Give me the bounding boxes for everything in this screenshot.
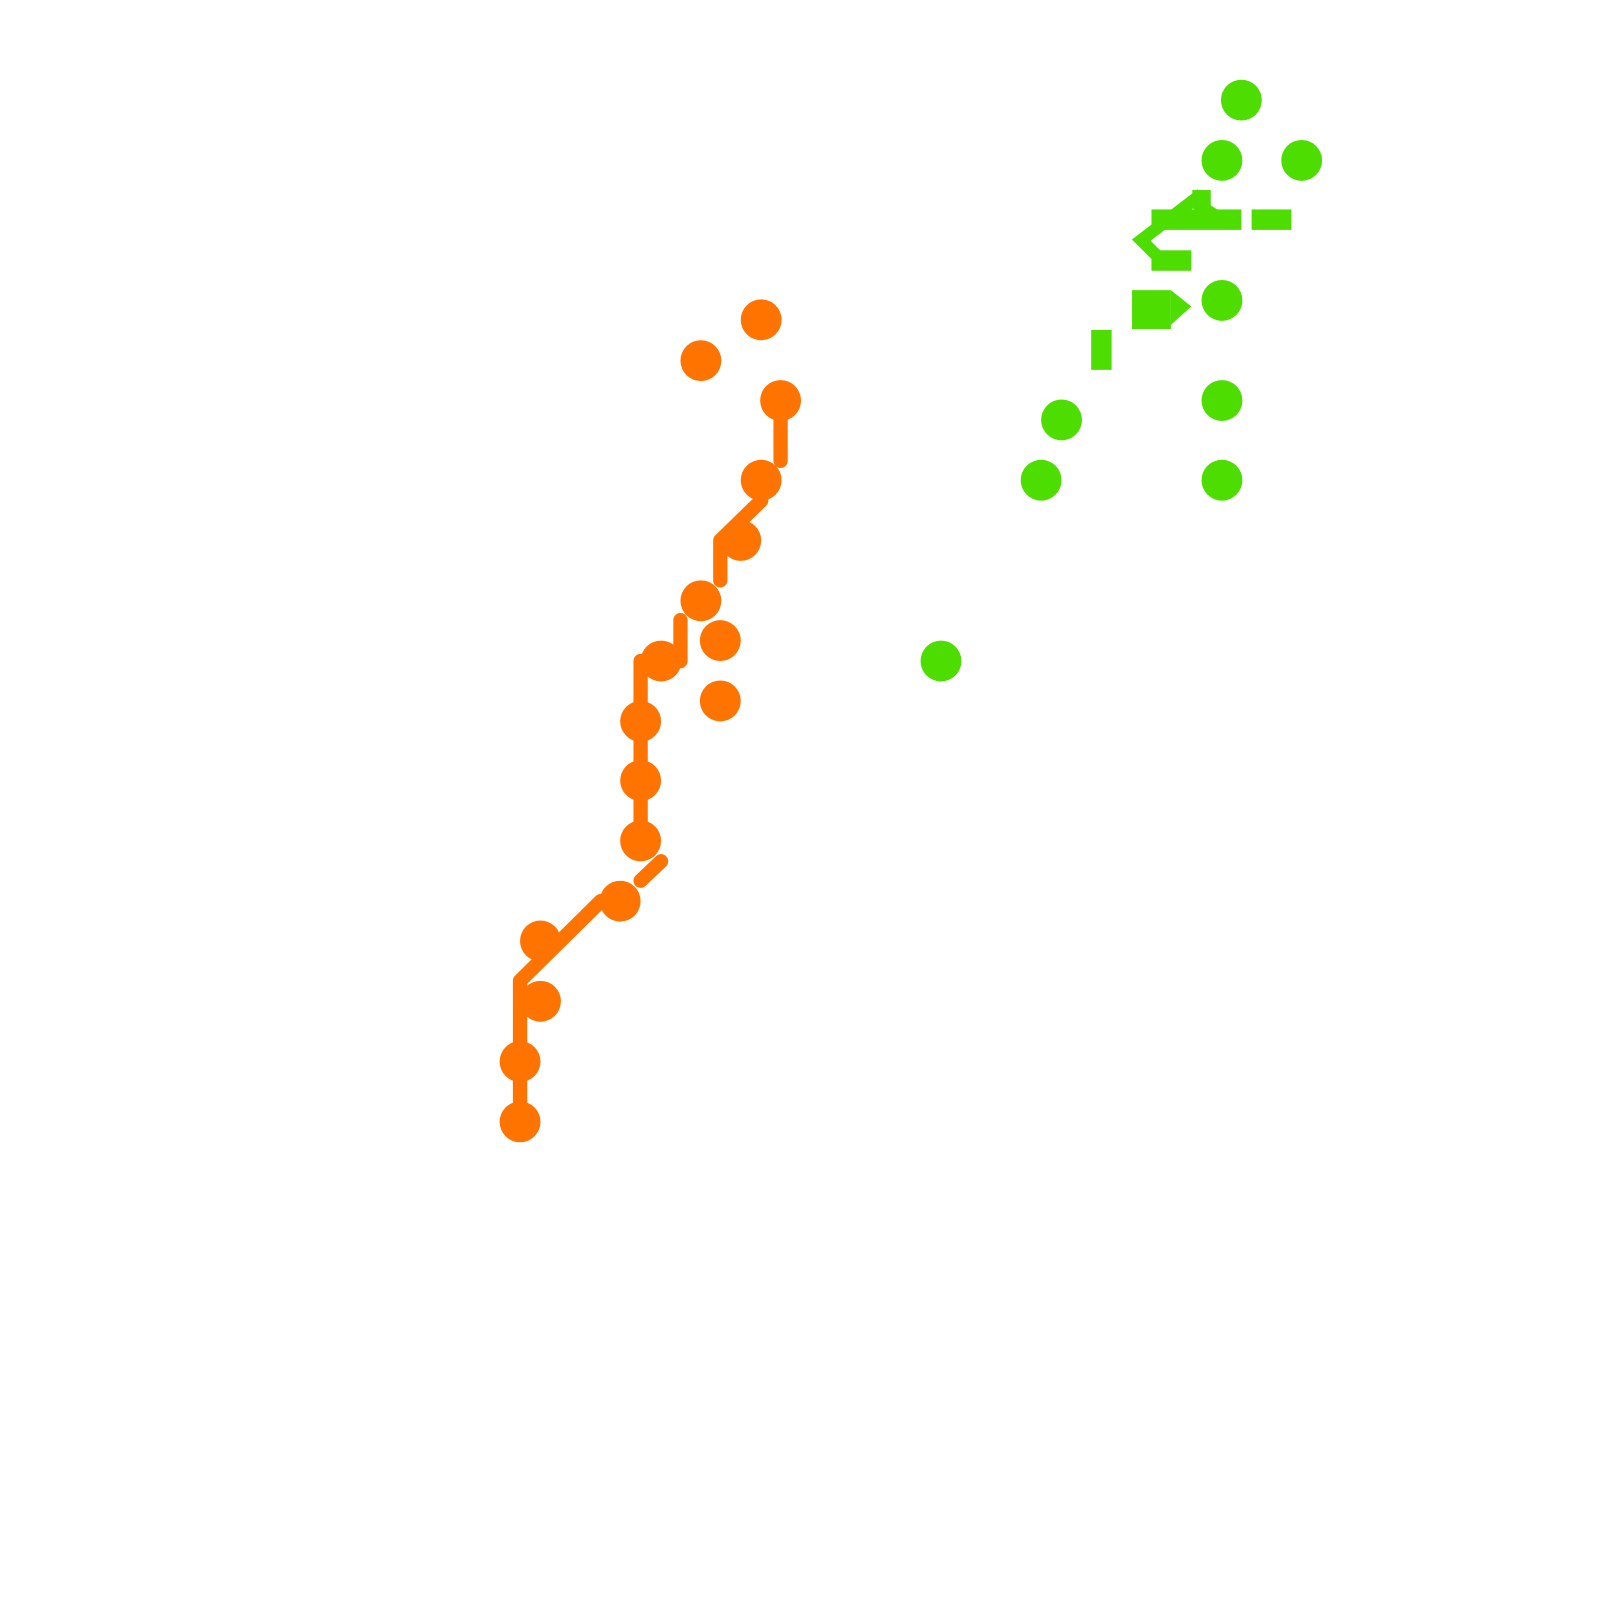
dot — [1281, 139, 1323, 181]
dot — [720, 520, 762, 561]
dot — [740, 299, 782, 341]
green-dots — [920, 79, 1323, 682]
dot — [1201, 139, 1243, 181]
dot — [760, 380, 802, 421]
dot — [1201, 459, 1243, 501]
dot — [680, 580, 722, 622]
chevron — [1131, 189, 1206, 265]
dot — [699, 680, 741, 722]
dot — [1041, 399, 1082, 441]
dot — [920, 640, 962, 682]
dot — [1220, 79, 1262, 121]
orange-dots — [499, 299, 802, 1143]
dot — [599, 880, 641, 922]
dot — [499, 1101, 541, 1143]
bar — [1091, 330, 1112, 370]
orange-trail — [512, 393, 788, 1129]
bar — [1251, 209, 1292, 230]
dot — [640, 640, 682, 682]
trail-segment — [633, 854, 669, 888]
dot — [1201, 380, 1243, 421]
dot — [520, 920, 561, 962]
dot — [740, 459, 782, 501]
dot — [680, 340, 722, 382]
blob — [1132, 290, 1171, 329]
green-shapes — [1091, 189, 1292, 370]
dot — [499, 1041, 541, 1082]
dot — [1020, 459, 1062, 501]
dot — [699, 620, 741, 662]
star — [1192, 190, 1211, 209]
dot — [1201, 279, 1243, 321]
dot — [620, 760, 662, 802]
arrow — [1170, 290, 1192, 325]
dot — [520, 980, 561, 1022]
dot — [620, 820, 662, 862]
dot — [620, 700, 662, 742]
